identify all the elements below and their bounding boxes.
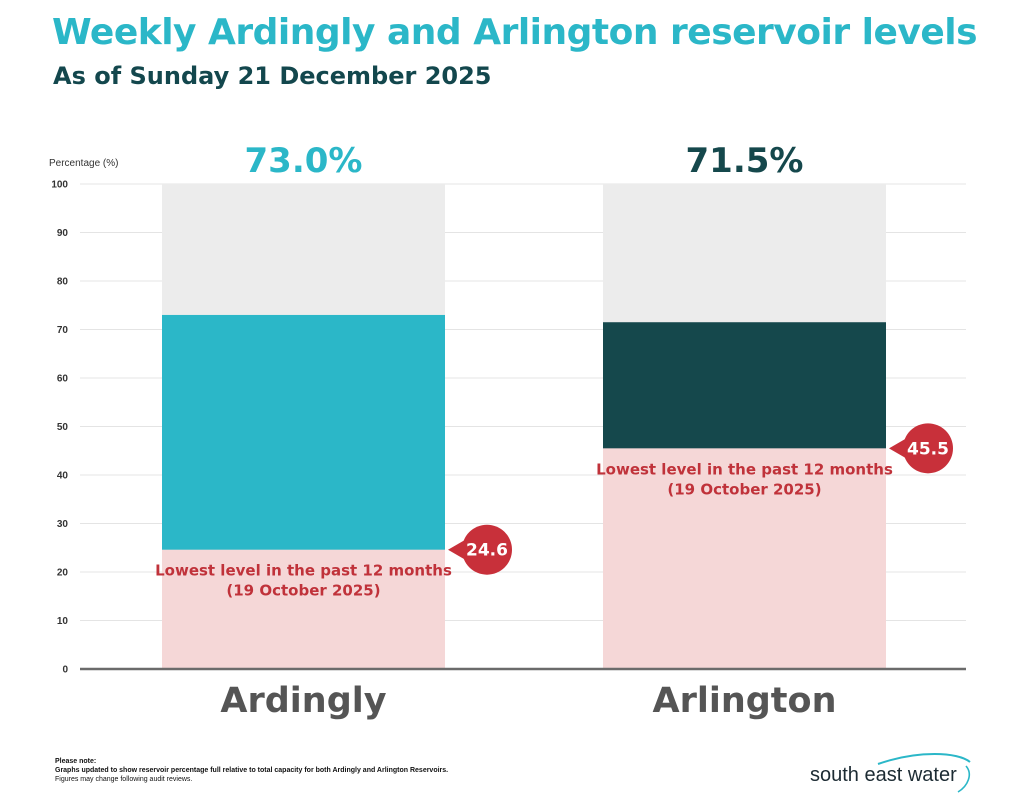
y-tick-label: 80 xyxy=(57,277,69,288)
logo-text: south east water xyxy=(810,764,957,786)
logo-swoosh-icon xyxy=(877,753,971,793)
lowest-level-band xyxy=(603,448,886,669)
note-line-1: Graphs updated to show reservoir percent… xyxy=(55,767,449,774)
value-label: 73.0% xyxy=(245,141,363,181)
lowest-marker xyxy=(462,524,512,575)
note-line-2: Figures may change following audit revie… xyxy=(55,776,193,783)
reservoir-bar-chart: Percentage (%) 0 10 20 30 40 50 60 70 80 90 100 73… xyxy=(49,141,966,721)
lowest-marker xyxy=(903,423,953,474)
lowest-caption-line-1: Lowest level in the past 12 months xyxy=(155,562,452,580)
category-label: Ardingly xyxy=(220,681,386,721)
lowest-marker-label: 45.5 xyxy=(907,439,949,459)
y-tick-label: 50 xyxy=(57,422,69,433)
lowest-caption-line-1: Lowest level in the past 12 months xyxy=(596,460,893,478)
y-tick-label: 60 xyxy=(57,374,69,385)
y-tick-label: 0 xyxy=(62,665,68,676)
lowest-caption-line-2: (19 October 2025) xyxy=(667,480,821,498)
marker-pointer xyxy=(889,437,908,460)
lowest-level-band xyxy=(162,549,445,669)
y-tick-label: 40 xyxy=(57,471,69,482)
category-label: Arlington xyxy=(652,681,836,721)
value-label: 71.5% xyxy=(686,141,804,181)
y-tick-label: 10 xyxy=(57,616,69,627)
bars xyxy=(162,184,886,669)
labels: 73.0% Lowest level in the past 12 months (… xyxy=(155,141,953,721)
y-tick-label: 20 xyxy=(57,568,69,579)
y-axis: Percentage (%) 0 10 20 30 40 50 60 70 80 90 100 xyxy=(49,158,118,676)
y-axis-label: Percentage (%) xyxy=(49,158,118,169)
marker-pointer xyxy=(448,538,467,561)
y-tick-label: 90 xyxy=(57,228,69,239)
y-tick-label: 30 xyxy=(57,519,69,530)
page-title: Weekly Ardingly and Arlington reservoir … xyxy=(52,12,978,53)
lowest-caption-line-2: (19 October 2025) xyxy=(226,582,380,600)
y-tick-label: 100 xyxy=(51,180,68,191)
lowest-marker-label: 24.6 xyxy=(466,541,508,561)
y-tick-label: 70 xyxy=(57,325,69,336)
page-subtitle: As of Sunday 21 December 2025 xyxy=(53,62,492,90)
footnote: Please note: Graphs updated to show rese… xyxy=(55,757,448,784)
south-east-water-logo: south east water xyxy=(808,752,978,796)
note-heading: Please note: xyxy=(55,758,97,765)
